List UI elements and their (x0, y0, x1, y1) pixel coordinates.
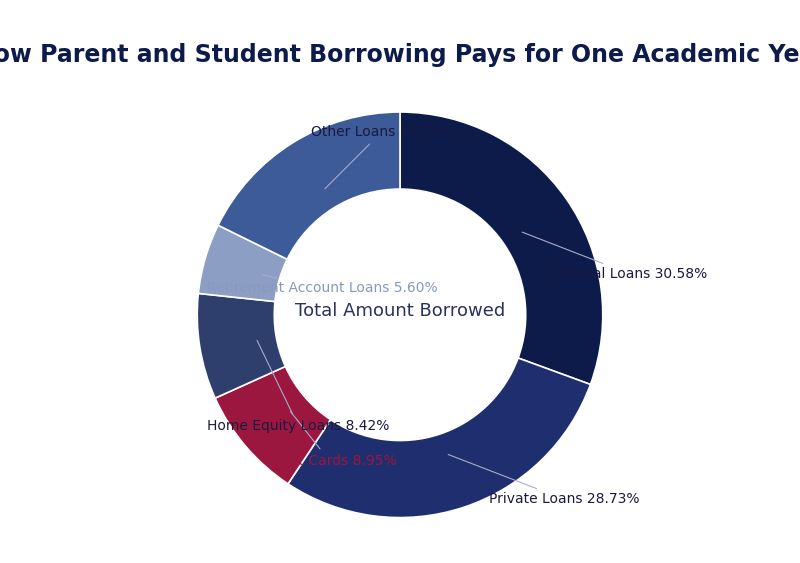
Wedge shape (218, 112, 400, 260)
Text: Private Loans 28.73%: Private Loans 28.73% (448, 454, 640, 506)
Wedge shape (400, 112, 602, 385)
Text: Home Equity Loans 8.42%: Home Equity Loans 8.42% (207, 341, 390, 434)
Text: Total Amount Borrowed: Total Amount Borrowed (295, 302, 505, 320)
Wedge shape (215, 367, 330, 484)
Text: Retirement Account Loans 5.60%: Retirement Account Loans 5.60% (207, 275, 438, 296)
Wedge shape (198, 293, 286, 398)
Text: Federal Loans 30.58%: Federal Loans 30.58% (522, 232, 707, 282)
Title: How Parent and Student Borrowing Pays for One Academic Year: How Parent and Student Borrowing Pays fo… (0, 43, 800, 67)
Wedge shape (288, 358, 590, 517)
Text: Other Loans 17.72%: Other Loans 17.72% (310, 126, 452, 189)
Text: Credit Cards 8.95%: Credit Cards 8.95% (262, 412, 397, 468)
Wedge shape (198, 225, 287, 302)
